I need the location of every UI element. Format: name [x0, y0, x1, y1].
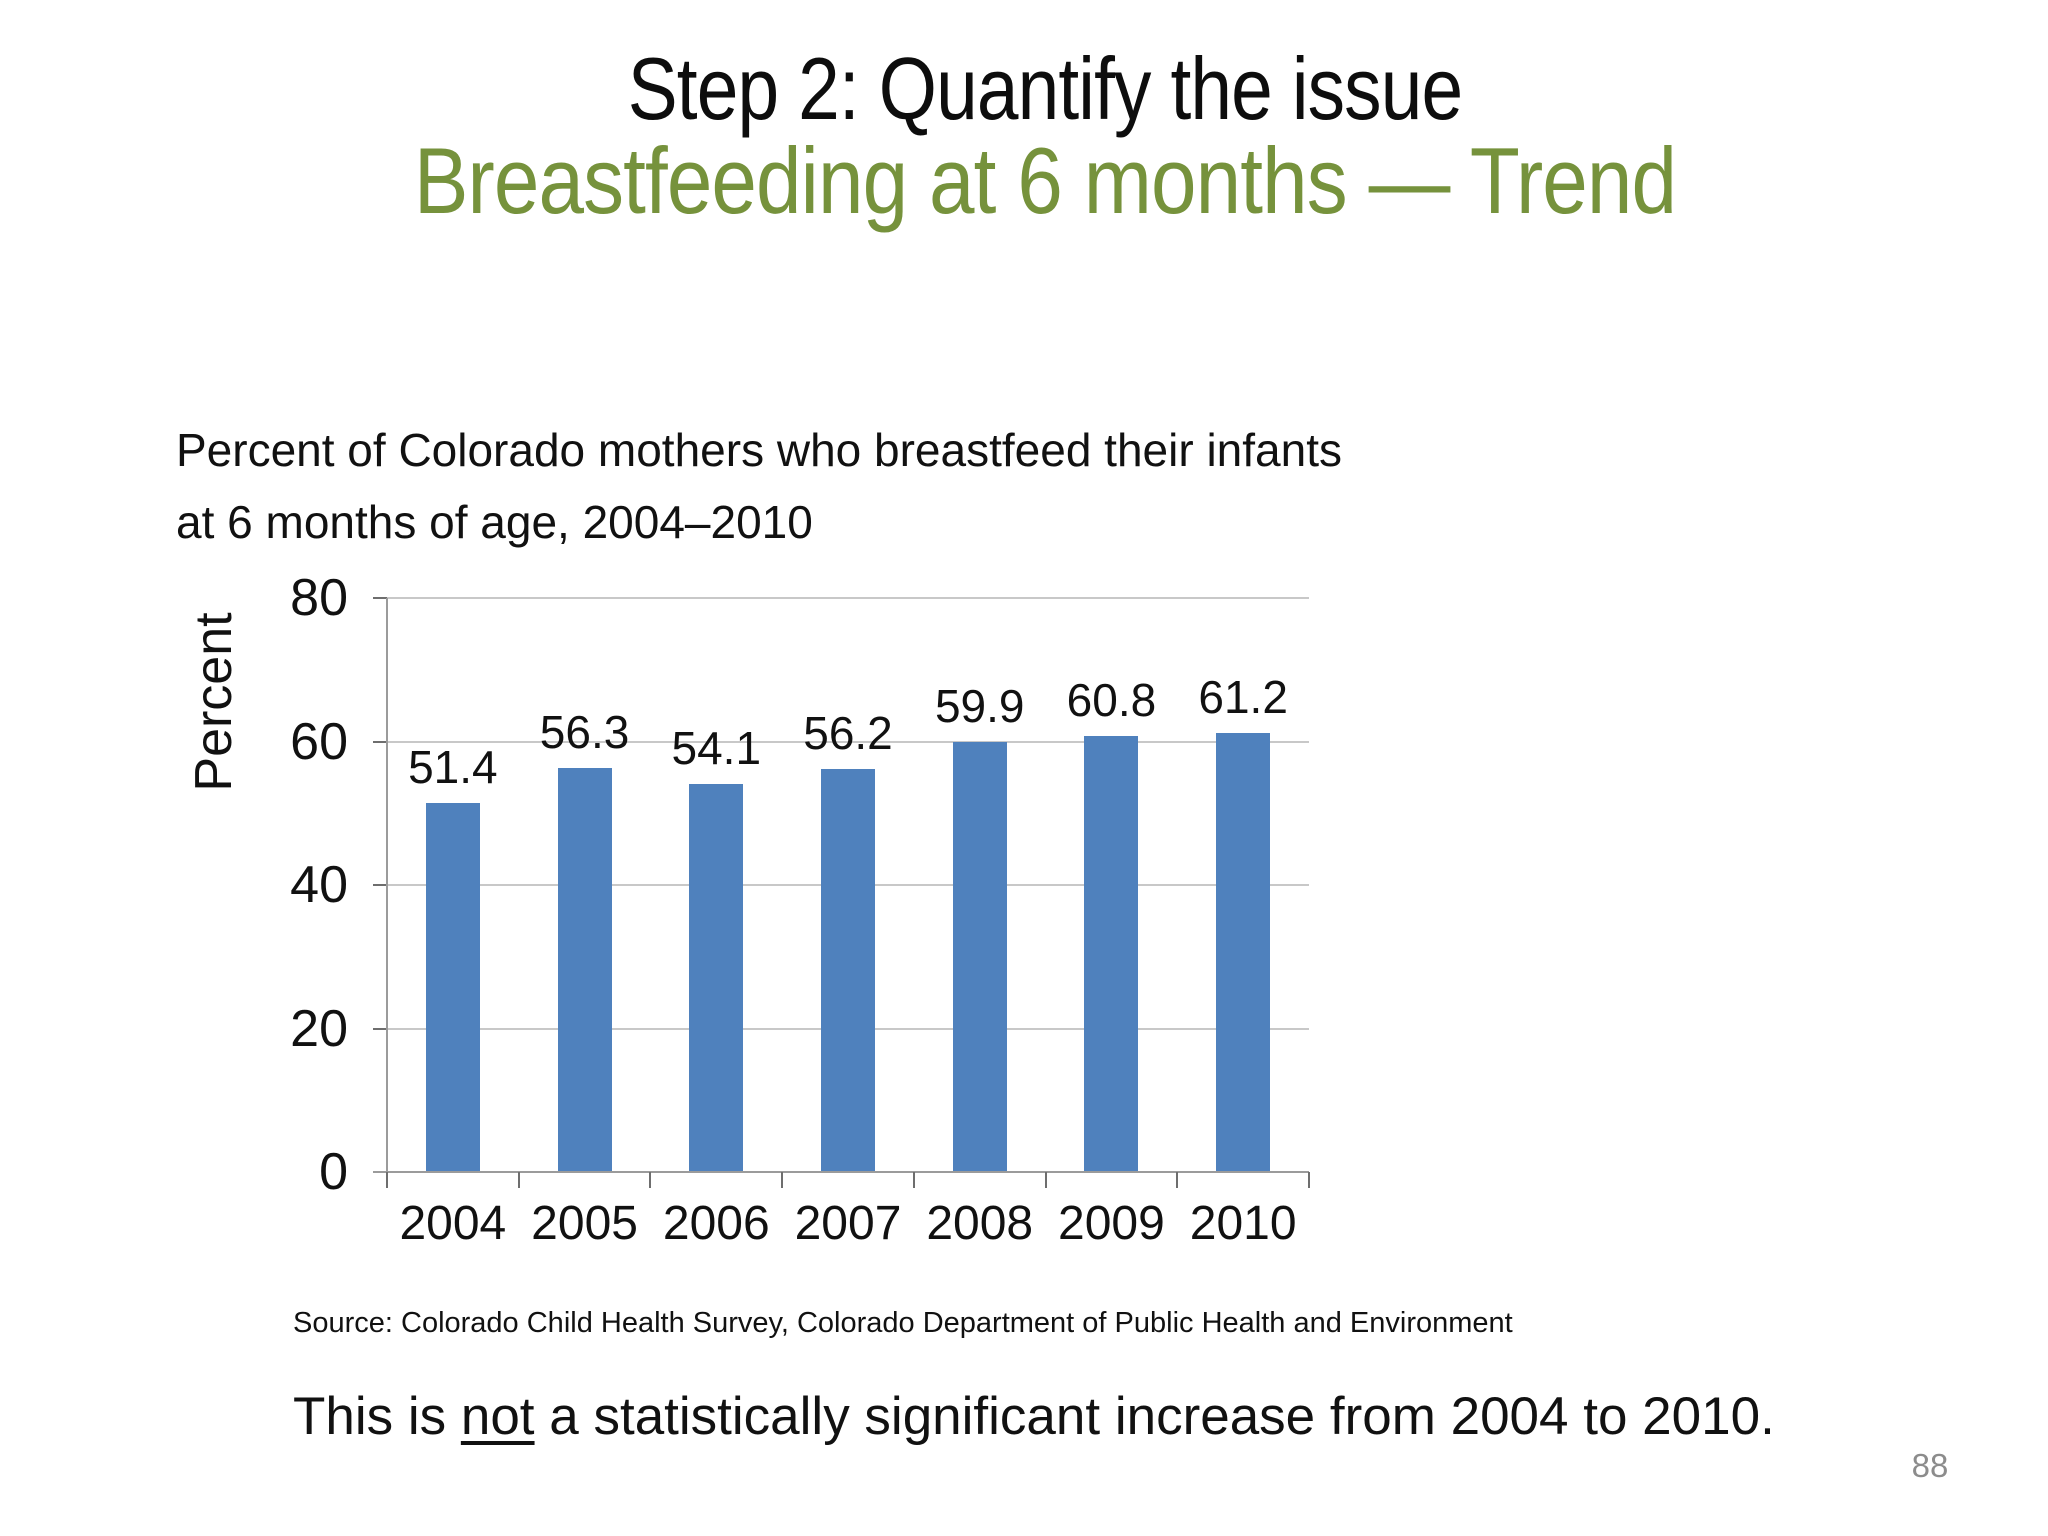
y-tick-label-60: 60 [290, 712, 348, 771]
y-axis-line [386, 598, 388, 1188]
footnote-pre: This is [293, 1387, 461, 1446]
y-tick-label-0: 0 [319, 1143, 348, 1201]
y-tick-label-20: 20 [290, 999, 348, 1058]
bar-2009 [1084, 735, 1139, 1172]
x-tick-7 [1308, 1172, 1310, 1188]
x-tick-label-2005: 2005 [531, 1197, 638, 1250]
bar-value-label-2006: 54.1 [671, 721, 762, 774]
y-tick-60 [373, 740, 387, 743]
bar-value-label-2010: 61.2 [1198, 670, 1288, 723]
bar-value-label-2008: 59.9 [934, 680, 1025, 733]
source-note: Source: Colorado Child Health Survey, Co… [293, 1307, 1513, 1339]
x-tick-6 [1176, 1172, 1179, 1188]
y-tick-20 [373, 1027, 387, 1030]
bar-2008 [952, 742, 1007, 1172]
bar-2005 [557, 768, 612, 1172]
x-tick-5 [1044, 1172, 1047, 1188]
bar-2007 [821, 768, 875, 1172]
x-tick-2 [649, 1172, 652, 1188]
page-title: Step 2: Quantify the issue [627, 39, 1463, 138]
x-tick-1 [517, 1172, 520, 1188]
x-tick-label-2006: 2006 [662, 1197, 770, 1250]
x-tick-label-2009: 2009 [1058, 1197, 1165, 1250]
footnote-post: a statistically significant increase fro… [534, 1387, 1775, 1446]
page-number: 88 [1911, 1447, 1949, 1484]
gridline-80 [387, 597, 1309, 599]
chart-title-line1: Percent of Colorado mothers who breastfe… [176, 424, 1342, 476]
x-tick-label-2007: 2007 [794, 1197, 902, 1250]
x-tick-label-2004: 2004 [399, 1197, 507, 1250]
bar-value-label-2004: 51.4 [408, 741, 498, 794]
bar-value-label-2009: 60.8 [1066, 673, 1157, 726]
chart-title-line2: at 6 months of age, 2004–2010 [176, 496, 813, 548]
bar-2006 [689, 783, 744, 1172]
gridline-60 [387, 740, 1309, 743]
footnote-emphasis: not [460, 1387, 535, 1446]
x-tick-3 [781, 1172, 784, 1188]
bar-value-label-2005: 56.3 [539, 706, 630, 759]
x-axis-line [373, 1171, 1309, 1173]
y-tick-label-80: 80 [290, 569, 348, 627]
chart-title: Percent of Colorado mothers who breastfe… [176, 414, 1676, 558]
y-tick-80 [373, 597, 387, 599]
y-tick-label-40: 40 [290, 856, 348, 914]
bar-2010 [1216, 732, 1271, 1172]
footnote: This is not a statistically significant … [293, 1385, 1893, 1449]
x-tick-4 [912, 1172, 915, 1188]
bar-2004 [425, 803, 480, 1172]
x-tick-label-2008: 2008 [926, 1197, 1034, 1250]
x-tick-0 [386, 1172, 388, 1188]
bar-value-label-2007: 56.2 [803, 706, 893, 759]
x-tick-label-2010: 2010 [1189, 1197, 1297, 1250]
y-tick-40 [373, 884, 387, 886]
page-subtitle: Breastfeeding at 6 months — Trend [413, 128, 1677, 233]
